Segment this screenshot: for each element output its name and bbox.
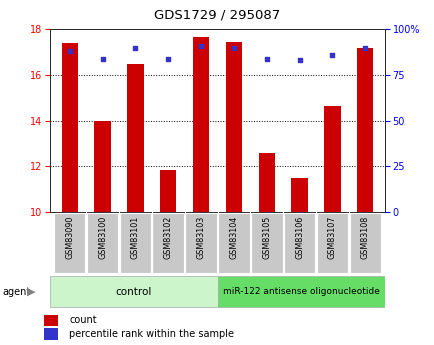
Bar xyxy=(225,42,242,212)
Bar xyxy=(94,121,111,212)
FancyBboxPatch shape xyxy=(152,214,184,273)
Bar xyxy=(258,153,274,212)
FancyBboxPatch shape xyxy=(87,214,118,273)
Text: ▶: ▶ xyxy=(27,287,36,296)
FancyBboxPatch shape xyxy=(349,214,380,273)
Point xyxy=(197,43,204,49)
FancyBboxPatch shape xyxy=(119,214,151,273)
Text: GSM83090: GSM83090 xyxy=(65,215,74,259)
FancyBboxPatch shape xyxy=(250,214,282,273)
Text: GDS1729 / 295087: GDS1729 / 295087 xyxy=(154,9,280,22)
Bar xyxy=(61,43,78,212)
Point xyxy=(230,45,237,50)
FancyBboxPatch shape xyxy=(218,214,249,273)
Point xyxy=(263,56,270,61)
Text: control: control xyxy=(115,287,151,296)
Bar xyxy=(43,315,58,326)
Point xyxy=(99,56,106,61)
Point xyxy=(361,45,368,50)
Text: miR-122 antisense oligonucleotide: miR-122 antisense oligonucleotide xyxy=(222,287,379,296)
FancyBboxPatch shape xyxy=(50,276,217,307)
Text: GSM83102: GSM83102 xyxy=(163,215,172,259)
Text: GSM83101: GSM83101 xyxy=(131,215,140,258)
FancyBboxPatch shape xyxy=(185,214,216,273)
FancyBboxPatch shape xyxy=(217,276,384,307)
Point xyxy=(164,56,171,61)
Point xyxy=(66,49,73,54)
FancyBboxPatch shape xyxy=(316,214,347,273)
Bar xyxy=(127,63,143,212)
Point xyxy=(132,45,138,50)
Bar xyxy=(356,48,373,212)
Text: GSM83106: GSM83106 xyxy=(294,215,303,258)
Text: GSM83108: GSM83108 xyxy=(360,215,369,258)
FancyBboxPatch shape xyxy=(54,214,85,273)
Text: GSM83100: GSM83100 xyxy=(98,215,107,258)
Text: GSM83104: GSM83104 xyxy=(229,215,238,258)
Text: count: count xyxy=(69,315,97,325)
Bar xyxy=(291,178,307,212)
Bar xyxy=(43,328,58,340)
FancyBboxPatch shape xyxy=(283,214,315,273)
Text: GSM83103: GSM83103 xyxy=(196,215,205,258)
Bar xyxy=(160,170,176,212)
Text: agent: agent xyxy=(2,287,30,296)
Bar xyxy=(192,37,209,212)
Point xyxy=(328,52,335,58)
Bar xyxy=(323,106,340,212)
Point xyxy=(296,58,302,63)
Text: percentile rank within the sample: percentile rank within the sample xyxy=(69,329,234,339)
Text: GSM83107: GSM83107 xyxy=(327,215,336,259)
Text: GSM83105: GSM83105 xyxy=(262,215,271,259)
